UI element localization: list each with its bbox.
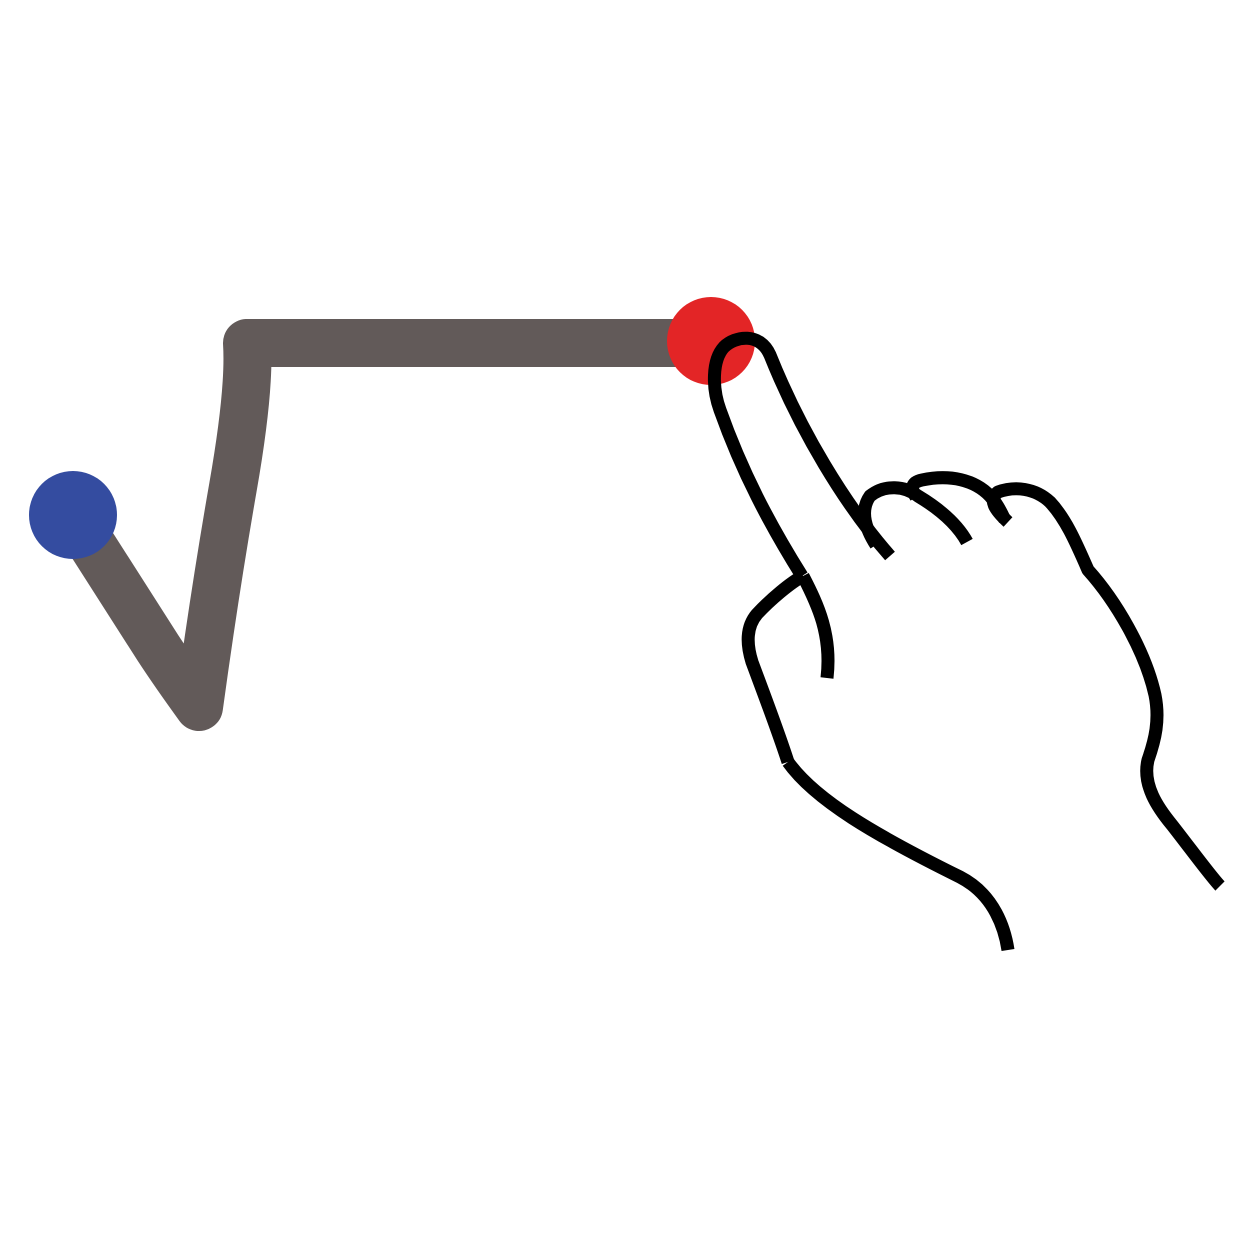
palm-outline [782, 758, 1015, 952]
thumb-outline [741, 570, 807, 764]
start-point-dot [29, 471, 117, 559]
end-point-dot [667, 297, 755, 385]
pointing-hand-icon [707, 331, 1225, 952]
gesture-path [49, 319, 734, 731]
index-finger-outline [707, 331, 895, 580]
thumb-crease [797, 573, 835, 679]
middle-knuckle [858, 481, 973, 549]
pinky-outline [986, 482, 1225, 891]
